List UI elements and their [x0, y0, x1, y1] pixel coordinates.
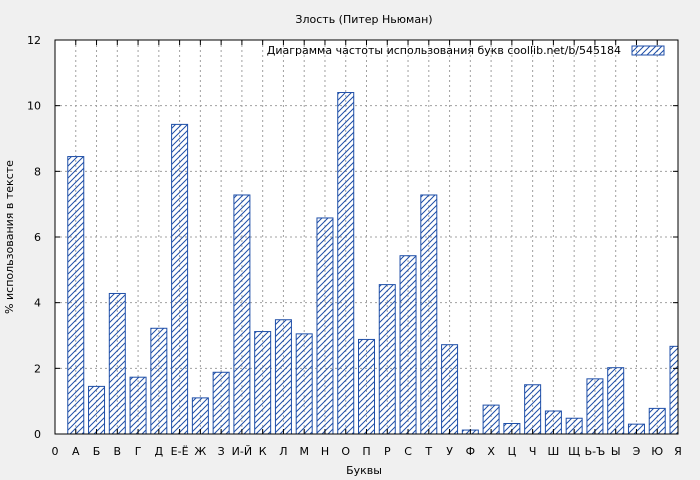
x-tick-label: Щ	[568, 445, 580, 458]
x-tick-label: Д	[155, 445, 164, 458]
x-tick-label: Я	[674, 445, 682, 458]
x-tick-label: Г	[135, 445, 142, 458]
x-tick-label: Т	[424, 445, 432, 458]
x-tick-label: Э	[633, 445, 641, 458]
x-tick-label: П	[362, 445, 370, 458]
x-tick-label: Ж	[194, 445, 206, 458]
bar	[399, 255, 417, 435]
x-tick-label: Ы	[611, 445, 621, 458]
bar	[150, 327, 168, 435]
y-tick-label: 12	[27, 34, 41, 47]
legend: Диаграмма частоты использования букв coo…	[267, 44, 665, 57]
y-tick-label: 10	[27, 100, 41, 113]
bars	[67, 92, 679, 435]
y-tick-label: 4	[34, 297, 41, 310]
x-tick-label: Х	[487, 445, 495, 458]
x-tick-label: И-Й	[232, 445, 252, 458]
x-tick-label: У	[446, 445, 453, 458]
legend-swatch	[631, 45, 665, 56]
bar	[420, 194, 438, 435]
bar	[233, 194, 251, 435]
y-axis-ticks: 0 2 4 6 8 10 12	[27, 34, 678, 441]
x-tick-label: Е-Ё	[171, 445, 189, 458]
x-axis-label: Буквы	[346, 464, 382, 477]
x-tick-label: 0	[52, 445, 59, 458]
x-axis-ticks: 0 А Б В Г Д Е-Ё Ж З И-Й К Л М Н О П Р С Т У Ф Х Ц Ч Ш Щ Ь-Ъ Ы Э Ю Я	[52, 40, 682, 458]
bar	[191, 397, 209, 435]
x-tick-label: О	[341, 445, 350, 458]
bar	[171, 123, 189, 435]
x-tick-label: Ф	[466, 445, 475, 458]
x-tick-label: Л	[279, 445, 287, 458]
bar	[441, 344, 459, 435]
legend-label: Диаграмма частоты использования букв coo…	[267, 44, 621, 57]
x-tick-label: Б	[93, 445, 101, 458]
x-tick-label: В	[114, 445, 122, 458]
bar	[212, 371, 230, 435]
x-tick-label: Ц	[508, 445, 517, 458]
x-tick-label: Ч	[529, 445, 537, 458]
bar	[88, 385, 106, 435]
x-tick-label: С	[404, 445, 412, 458]
bar	[378, 284, 396, 435]
bar	[316, 217, 334, 435]
y-tick-label: 8	[34, 165, 41, 178]
x-tick-label: Н	[321, 445, 329, 458]
x-tick-label: К	[259, 445, 267, 458]
x-tick-label: Ш	[548, 445, 560, 458]
x-tick-label: Ю	[651, 445, 663, 458]
bar	[607, 367, 625, 435]
y-axis-label: % использования в тексте	[3, 160, 16, 314]
y-tick-label: 0	[34, 428, 41, 441]
bar	[669, 345, 679, 435]
x-tick-label: А	[72, 445, 80, 458]
x-tick-label: М	[299, 445, 309, 458]
bar	[358, 338, 375, 435]
x-tick-label: З	[218, 445, 225, 458]
bar	[274, 319, 292, 435]
chart-title: Злость (Питер Ньюман)	[295, 13, 432, 26]
y-tick-label: 2	[34, 362, 41, 375]
bar	[337, 92, 355, 435]
bar	[586, 378, 604, 435]
bar	[524, 384, 542, 435]
y-tick-label: 6	[34, 231, 41, 244]
bar	[108, 292, 126, 435]
bar	[295, 333, 313, 435]
bar	[67, 156, 85, 435]
bar	[254, 331, 272, 435]
bar	[129, 376, 147, 435]
x-tick-label: Ь-Ъ	[585, 445, 606, 458]
x-tick-label: Р	[384, 445, 391, 458]
